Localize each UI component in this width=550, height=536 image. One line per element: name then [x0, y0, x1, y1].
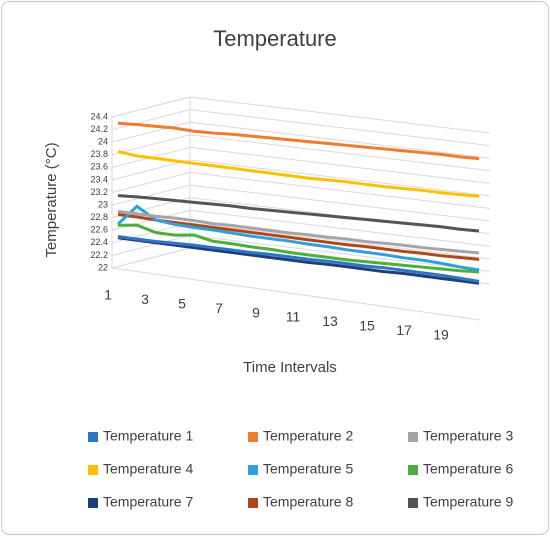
legend-label: Temperature 9 [423, 494, 513, 510]
legend-label: Temperature 2 [263, 428, 353, 444]
grid-line [111, 146, 491, 184]
legend-swatch [248, 465, 258, 475]
x-tick-label: 13 [322, 313, 338, 329]
x-axis [111, 267, 481, 321]
y-tick-label: 23.4 [90, 174, 108, 184]
x-tick-label: 3 [141, 291, 149, 307]
y-tick-label: 22.4 [90, 237, 108, 247]
y-tick-label: 22.6 [90, 225, 108, 235]
x-tick-label: 5 [178, 296, 186, 312]
y-tick-label: 24.2 [90, 124, 108, 134]
legend-label: Temperature 4 [103, 461, 193, 477]
y-tick-label: 22.2 [90, 250, 108, 260]
series-line [117, 236, 480, 285]
series-line [117, 209, 480, 255]
x-tick-label: 7 [215, 300, 223, 316]
series-line [117, 194, 480, 233]
legend-swatch [408, 498, 418, 508]
legend-label: Temperature 5 [263, 461, 353, 477]
legend-swatch [248, 432, 258, 442]
x-tick-label: 9 [252, 304, 260, 320]
y-tick-label: 23.6 [90, 162, 108, 172]
grid-line [111, 96, 491, 134]
series-line [117, 223, 480, 274]
grid-line [111, 222, 491, 260]
y-tick-label: 23.8 [90, 149, 108, 159]
legend-swatch [88, 498, 98, 508]
x-tick-label: 17 [396, 322, 412, 338]
legend-swatch [408, 465, 418, 475]
y-tick-label: 23 [98, 199, 108, 209]
x-tick-label: 1 [104, 287, 112, 303]
legend-swatch [88, 432, 98, 442]
series-line [117, 121, 480, 161]
grid-line [111, 134, 491, 172]
grid-line [111, 209, 491, 247]
grid-line [111, 171, 491, 209]
series-line [117, 150, 480, 198]
series-line [117, 213, 480, 261]
legend-swatch [408, 432, 418, 442]
x-axis-label: Time Intervals [243, 359, 337, 376]
x-tick-label: 11 [286, 309, 301, 325]
legend-label: Temperature 6 [423, 461, 513, 477]
y-tick-label: 24.4 [90, 111, 108, 121]
x-tick-label: 19 [433, 326, 449, 342]
y-axis-label: Temperature (°C) [43, 142, 60, 257]
x-tick-label: 15 [359, 318, 375, 334]
legend-label: Temperature 7 [103, 494, 193, 510]
legend-swatch [88, 465, 98, 475]
y-tick-label: 22.8 [90, 212, 108, 222]
y-tick-label: 23.2 [90, 187, 108, 197]
legend-swatch [248, 498, 258, 508]
legend-label: Temperature 3 [423, 428, 513, 444]
legend-label: Temperature 8 [263, 494, 353, 510]
grid-line [111, 159, 491, 197]
chart-title: Temperature [213, 26, 337, 51]
series-line [117, 235, 480, 283]
grid-line [111, 121, 491, 159]
grid-line [111, 109, 491, 147]
legend-label: Temperature 1 [103, 428, 193, 444]
series-line [116, 204, 480, 272]
y-tick-label: 22 [98, 262, 108, 272]
y-tick-label: 24 [98, 137, 108, 147]
